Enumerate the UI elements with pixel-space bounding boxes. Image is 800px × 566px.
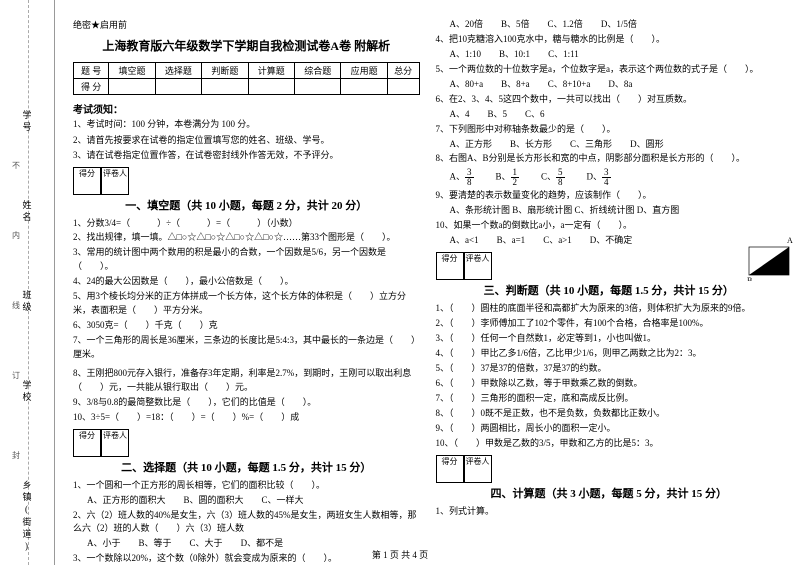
- judge-q: 2、（ ）李师傅加工了102个零件，有100个合格，合格率是100%。: [436, 317, 783, 331]
- fill-q: 8、王刚把800元存入银行，准备存3年定期，利率是2.7%，到期时，王刚可以取出…: [73, 367, 420, 395]
- choice-q: 6、在2、3、4、5这四个数中，一共可以找出（ ）对互质数。: [436, 93, 783, 107]
- choice-q: 1、一个圆和一个正方形的周长相等，它们的面积比较（ ）。: [73, 479, 420, 493]
- hdr-cell: 应用题: [341, 63, 387, 79]
- score-box: 得分: [436, 252, 464, 280]
- content-area: 绝密★启用前 上海教育版六年级数学下学期自我检测试卷A卷 附解析 题 号 填空题…: [55, 0, 800, 565]
- margin-id: 学号: [21, 110, 34, 134]
- choice-q: 2、六（2）班人数的40%是女生，六（3）班人数的45%是女生，两班女生人数相等…: [73, 509, 420, 537]
- hdr-cell: 判断题: [202, 63, 248, 79]
- section-3-title: 三、判断题（共 10 小题，每题 1.5 分，共计 15 分）: [436, 282, 783, 298]
- notice-item: 3、请在试卷指定位置作答，在试卷密封线外作答无效，不予评分。: [73, 149, 420, 163]
- hdr-cell: 计算题: [248, 63, 294, 79]
- choice-q: 9、要清楚的表示数量变化的趋势，应该制作（ ）。: [436, 189, 783, 203]
- left-column: 绝密★启用前 上海教育版六年级数学下学期自我检测试卷A卷 附解析 题 号 填空题…: [65, 18, 428, 557]
- choice-opts: A、a<1 B、a=1 C、a>1 D、不确定: [450, 234, 783, 248]
- choice-q: 5、一个两位数的十位数字是a，个位数字是a，表示这个两位数的式子是（ ）。: [436, 63, 783, 77]
- score-box: 得分: [73, 429, 101, 457]
- margin-school: 学校: [21, 380, 34, 404]
- choice-opts: A、1:10 B、10:1 C、1:11: [450, 48, 783, 62]
- margin-class: 班级: [21, 290, 34, 314]
- judge-q: 1、（ ）圆柱的底面半径和高都扩大为原来的3倍，则体积扩大为原来的9倍。: [436, 302, 783, 316]
- score-box-row: 得分 评卷人: [436, 252, 783, 280]
- margin-name: 姓名: [21, 200, 34, 224]
- judge-q: 8、（ ）0既不是正数，也不是负数，负数都比正数小。: [436, 407, 783, 421]
- fill-q: 5、用3个棱长均分米的正方体拼成一个长方体，这个长方体的体积是（ ）立方分米，表…: [73, 290, 420, 318]
- seal-char: 订: [12, 370, 20, 381]
- grader-box: 评卷人: [464, 455, 492, 483]
- fill-q: 4、24的最大公因数是（ ），最小公倍数是（ ）。: [73, 275, 420, 289]
- choice-q: 4、把10克糖溶入100克水中，糖与糖水的比例是（ ）。: [436, 33, 783, 47]
- hdr-cell: 选择题: [155, 63, 201, 79]
- hdr-cell: 总分: [387, 63, 419, 79]
- fill-q: 1、分数3/4=（ ）÷（ ）=（ ）（小数）: [73, 217, 420, 231]
- judge-q: 7、（ ）三角形的面积一定，底和高成反比例。: [436, 392, 783, 406]
- hdr-cell: 综合题: [295, 63, 341, 79]
- fill-q: 6、3050克=（ ）千克（ ）克: [73, 319, 420, 333]
- hdr-cell: 填空题: [109, 63, 155, 79]
- section-4-title: 四、计算题（共 3 小题，每题 5 分，共计 15 分）: [436, 485, 783, 501]
- judge-q: 5、（ ）37是37的倍数，37是37的约数。: [436, 362, 783, 376]
- score-box: 得分: [436, 455, 464, 483]
- exam-title: 上海教育版六年级数学下学期自我检测试卷A卷 附解析: [73, 37, 420, 54]
- judge-q: 4、（ ）甲比乙多1/6倍，乙比甲少1/6，则甲乙两数之比为2：3。: [436, 347, 783, 361]
- triangle-icon: A B: [747, 233, 795, 281]
- choice-opts: A、4 B、5 C、6: [450, 108, 783, 122]
- score-table: 题 号 填空题 选择题 判断题 计算题 综合题 应用题 总分 得 分: [73, 62, 420, 95]
- hdr-cell: 题 号: [74, 63, 109, 79]
- notice-heading: 考试须知：: [73, 101, 420, 116]
- margin-township: 乡镇(街道): [21, 480, 34, 554]
- fill-q: 10、3÷5=（ ）=18：（ ）=（ ）%=（ ）成: [73, 411, 420, 425]
- section-1-title: 一、填空题（共 10 小题，每题 2 分，共计 20 分）: [73, 197, 420, 213]
- fill-q: 9、3/8与0.8的最简整数比是（ ），它们的比值是（ ）。: [73, 396, 420, 410]
- fill-q: 7、一个三角形的周长是36厘米，三条边的长度比是5:4:3，其中最长的一条边是（…: [73, 334, 420, 362]
- score-box: 得分: [73, 167, 101, 195]
- notice-item: 2、请首先按要求在试卷的指定位置填写您的姓名、班级、学号。: [73, 134, 420, 148]
- judge-q: 3、（ ）任何一个自然数1，必定等到1，小也叫做1。: [436, 332, 783, 346]
- choice-opts: A、80+a B、8+a C、8+10+a D、8a: [450, 78, 783, 92]
- grader-box: 评卷人: [101, 429, 129, 457]
- notice-item: 1、考试时间：100 分钟，本卷满分为 100 分。: [73, 118, 420, 132]
- choice-opts: A、正方形 B、长方形 C、三角形 D、圆形: [450, 138, 783, 152]
- svg-text:A: A: [787, 236, 793, 245]
- choice-opts-frac: A、38 B、12 C、58 D、34: [450, 168, 783, 187]
- section-2-title: 二、选择题（共 10 小题，每题 1.5 分，共计 15 分）: [73, 459, 420, 475]
- judge-q: 9、（ ）两圆相比，周长小的面积一定小。: [436, 422, 783, 436]
- judge-q: 6、（ ）甲数除以乙数，等于甲数乘乙数的倒数。: [436, 377, 783, 391]
- triangle-figure: A B: [747, 233, 795, 281]
- svg-text:B: B: [747, 276, 752, 281]
- judge-q: 10、（ ）甲数是乙数的3/5，甲数和乙方的比是5：3。: [436, 437, 783, 451]
- score-box-row: 得分 评卷人: [436, 455, 783, 483]
- hdr-cell: 得 分: [74, 79, 109, 95]
- secret-marking: 绝密★启用前: [73, 18, 420, 31]
- seal-char: 内: [12, 230, 20, 241]
- right-column: A、20倍 B、5倍 C、1.2倍 D、1/5倍 4、把10克糖溶入100克水中…: [428, 18, 791, 557]
- seal-char: 线: [12, 300, 20, 311]
- choice-q: 8、右图A、B分别是长方形长和宽的中点，阴影部分面积是长方形的（ ）。: [436, 152, 783, 166]
- fill-q: 2、找出规律，填一填。△□○☆△□○☆△□○☆△□○☆……第33个图形是（ ）。: [73, 231, 420, 245]
- score-box-row: 得分 评卷人: [73, 167, 420, 195]
- grader-box: 评卷人: [101, 167, 129, 195]
- seal-char: 不: [12, 160, 20, 171]
- binding-margin: 乡镇(街道) 学校 班级 姓名 学号 封 订 线 内 不: [0, 0, 55, 565]
- choice-opts: A、20倍 B、5倍 C、1.2倍 D、1/5倍: [450, 18, 783, 32]
- grader-box: 评卷人: [464, 252, 492, 280]
- choice-q: 7、下列图形中对称轴条数最少的是（ ）。: [436, 123, 783, 137]
- choice-opts: A、正方形的面积大 B、圆的面积大 C、一样大: [87, 494, 420, 508]
- page-footer: 第 1 页 共 4 页: [0, 548, 800, 561]
- choice-q: 10、如果一个数a的倒数比a小，a一定有（ ）。: [436, 219, 783, 233]
- calc-q: 1、列式计算。: [436, 505, 783, 519]
- fill-q: 3、常用的统计图中两个数用的积是最小的合数，一个因数是5/6，另一个因数是（ ）…: [73, 246, 420, 274]
- score-box-row: 得分 评卷人: [73, 429, 420, 457]
- choice-opts: A、条形统计图 B、扇形统计图 C、折线统计图 D、直方图: [450, 204, 783, 218]
- seal-char: 封: [12, 450, 20, 461]
